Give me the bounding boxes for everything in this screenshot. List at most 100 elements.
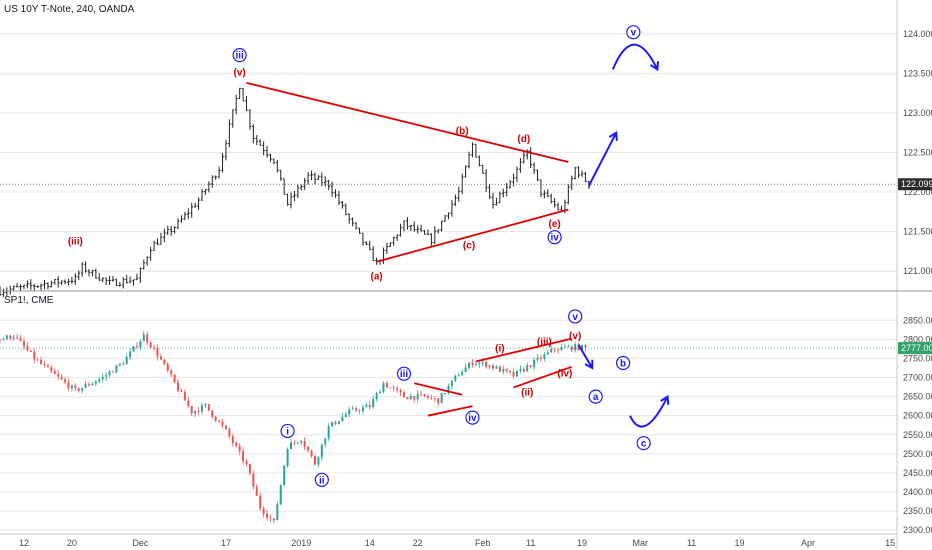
tnote-trendline[interactable] xyxy=(376,208,569,263)
sp-candle-body xyxy=(16,337,19,339)
sp-candle-body xyxy=(70,385,73,389)
sp-candle-body xyxy=(341,416,344,422)
sp-candle-body xyxy=(317,457,320,465)
sp-candle-body xyxy=(64,379,67,383)
sp-wave-label: v xyxy=(572,312,578,323)
tnote-projection-path[interactable] xyxy=(611,43,659,70)
sp-trendline[interactable] xyxy=(427,405,473,417)
sp-candle-body xyxy=(430,397,433,399)
sp-candle-body xyxy=(57,374,60,377)
sp-candle-body xyxy=(269,517,272,519)
sp-candle-body xyxy=(60,376,63,380)
sp-candle-body xyxy=(307,446,310,451)
sp-candle-body xyxy=(77,388,80,391)
sp-candle-body xyxy=(581,345,584,351)
sp-candle-body xyxy=(464,367,467,373)
x-tick-label: 14 xyxy=(365,538,375,548)
grid-lines xyxy=(0,33,897,531)
sp-wave-label: (iv) xyxy=(557,368,572,379)
sp-candle-body xyxy=(173,374,176,383)
sp-candle-body xyxy=(248,464,251,474)
sp-candle-body xyxy=(67,382,70,389)
sp-wave-label: c xyxy=(641,439,647,450)
sp-candle-body xyxy=(224,425,227,429)
sp-candle-body xyxy=(423,394,426,396)
sp-candle-body xyxy=(9,335,12,339)
sp-candle-body xyxy=(447,386,450,394)
sp-candle-body xyxy=(546,352,549,355)
sp-trendline[interactable] xyxy=(475,337,572,363)
sp-candle-body xyxy=(563,346,566,348)
sp-candle-body xyxy=(262,508,265,514)
sp-y-tick-label: 2750.00 xyxy=(903,353,932,363)
tnote-pane[interactable]: iii (v) (iii) (b) (d) (a) (c) (e) iv v xyxy=(0,25,897,298)
sp-trendline[interactable] xyxy=(414,382,463,396)
tnote-wave-label: v xyxy=(631,28,637,39)
sp-candle-body xyxy=(550,348,553,353)
tnote-y-tick-label: 123.500 xyxy=(903,68,932,78)
tnote-projection-path[interactable] xyxy=(587,132,618,187)
sp-candle-body xyxy=(272,518,275,521)
sp-wave-label: (i) xyxy=(495,344,504,355)
sp-candle-body xyxy=(94,381,97,384)
sp-candle-body xyxy=(488,365,491,367)
tnote-y-tick-label: 121.500 xyxy=(903,227,932,237)
sp-wave-label-circle xyxy=(616,355,631,371)
sp-candle-body xyxy=(533,359,536,367)
sp-candle-body xyxy=(509,370,512,373)
sp-candle-body xyxy=(437,398,440,404)
sp-candle-body xyxy=(457,375,460,377)
sp-candle-body xyxy=(235,442,238,447)
sp-candle-body xyxy=(433,397,436,399)
sp-wave-label-circle xyxy=(314,472,329,487)
tnote-last-price-tag xyxy=(898,178,932,191)
sp-wave-label-circle xyxy=(465,410,480,425)
sp-candle-body xyxy=(149,342,152,348)
sp-candle-body xyxy=(84,384,87,388)
sp-y-tick-label: 2500.00 xyxy=(903,449,932,459)
tnote-last-price-value: 122.099 xyxy=(901,179,932,189)
sp-candle-body xyxy=(375,393,378,400)
sp-candle-body xyxy=(515,370,518,377)
sp-candle-body xyxy=(450,380,453,387)
x-tick-label: 2019 xyxy=(291,538,311,548)
sp-candle-body xyxy=(522,369,525,372)
price-axis[interactable]: 124.000 123.500 123.000 122.500 122.000 121.5… xyxy=(898,29,932,535)
sp-candle-body xyxy=(142,334,145,342)
sp-candle-body xyxy=(406,397,409,400)
sp-wave-label: (iii) xyxy=(537,337,552,348)
sp-candle-body xyxy=(207,404,210,411)
tnote-wave-label: (c) xyxy=(463,241,475,252)
tnote-y-tick-label: 124.000 xyxy=(903,29,932,39)
tnote-wave-label: (e) xyxy=(549,219,561,230)
sp-trendline[interactable] xyxy=(513,365,573,389)
sp-candle-body xyxy=(238,446,241,452)
sp-candle-body xyxy=(43,363,46,366)
sp-candle-body xyxy=(2,338,5,341)
sp-projection-path[interactable] xyxy=(577,344,594,369)
time-axis[interactable]: 12 20 Dec 17 2019 14 22 Feb 11 19 Mar 11 19 Apr 15 xyxy=(19,538,895,548)
sp-wave-label: a xyxy=(593,392,599,403)
sp-candle-body xyxy=(204,404,207,406)
sp-candle-body xyxy=(29,350,32,352)
sp-candle-body xyxy=(539,357,542,359)
sp-candle-body xyxy=(574,344,577,351)
sp-candle-body xyxy=(355,408,358,411)
sp-candle-body xyxy=(584,345,587,348)
sp-candle-body xyxy=(570,346,573,351)
sp-candle-body xyxy=(129,351,132,358)
sp-candle-body xyxy=(286,449,289,467)
sp-candle-body xyxy=(519,369,522,371)
sp-wave-label: iv xyxy=(468,413,477,424)
sp-candle-body xyxy=(337,421,340,424)
sp-projection-path[interactable] xyxy=(629,396,669,428)
sp-candle-body xyxy=(481,361,484,364)
sp-candle-body xyxy=(91,383,94,386)
sp-candle-body xyxy=(293,442,296,444)
x-tick-label: 11 xyxy=(687,538,696,548)
sp-candle-body xyxy=(98,379,101,382)
tnote-trendline[interactable] xyxy=(246,81,569,163)
sp-title: SP1!, CME xyxy=(4,295,54,306)
